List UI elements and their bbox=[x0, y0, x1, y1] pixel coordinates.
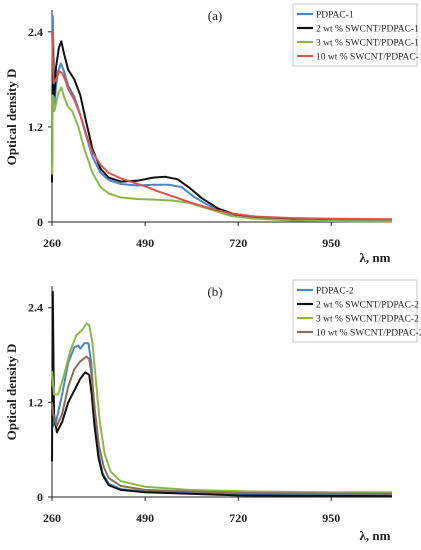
panel-b-y-tick-label: 1.2 bbox=[28, 395, 43, 409]
panel-a-x-axis-label: λ, nm bbox=[360, 250, 391, 265]
panel-a-legend-label-4: 10 wt % SWCNT/PDPAC-1 bbox=[316, 53, 421, 63]
panel-a-legend-label-2: 2 wt % SWCNT/PDPAC-1 bbox=[316, 25, 419, 35]
panel-b-series-line-3 bbox=[51, 322, 392, 494]
panel-b-x-tick-label: 950 bbox=[322, 511, 340, 525]
panel-a-series-line-3 bbox=[51, 86, 392, 223]
panel-a-y-axis-label: Optical density D bbox=[4, 69, 19, 166]
panel-a-y-tick-label: 0 bbox=[37, 215, 43, 229]
panel-b-y-tick-label: 2.4 bbox=[28, 301, 43, 315]
panel-a-legend-box bbox=[292, 3, 418, 67]
panel-b-series-line-4 bbox=[51, 355, 393, 495]
panel-a-series-line-4 bbox=[51, 31, 393, 221]
panel-b-y-axis-label: Optical density D bbox=[4, 344, 19, 441]
panel-b-legend-label-4: 10 wt % SWCNT/PDPAC-2 bbox=[316, 329, 421, 339]
panel-b-x-tick-label: 720 bbox=[229, 511, 247, 525]
panel-a-x-tick-label: 260 bbox=[43, 236, 61, 250]
panel-b-series-line-2 bbox=[51, 290, 393, 498]
panel-b-y-tick-label: 0 bbox=[37, 490, 43, 504]
panel-b-legend-box bbox=[292, 279, 418, 343]
panel-a-y-tick-label: 1.2 bbox=[28, 120, 43, 134]
panel-b-x-tick-label: 260 bbox=[43, 511, 61, 525]
panel-a-x-tick-label: 490 bbox=[136, 236, 154, 250]
panel-a-x-tick-label: 950 bbox=[322, 236, 340, 250]
panel-a-series-line-2 bbox=[51, 40, 392, 223]
panel-b-legend-label-3: 3 wt % SWCNT/PDPAC-2 bbox=[316, 315, 419, 325]
panel-a-y-tick-label: 2.4 bbox=[28, 25, 43, 39]
panel-b-legend-label-2: 2 wt % SWCNT/PDPAC-2 bbox=[316, 301, 419, 311]
panel-b-title: (b) bbox=[207, 284, 222, 299]
panel-a-title: (a) bbox=[208, 8, 222, 23]
panel-b-x-tick-label: 490 bbox=[136, 511, 154, 525]
panel-b-series-line-1 bbox=[51, 342, 392, 496]
panel-a-legend-label-1: PDPAC-1 bbox=[316, 11, 354, 21]
panel-a-x-tick-label: 720 bbox=[229, 236, 247, 250]
panel-b-x-axis-label: λ, nm bbox=[360, 528, 391, 543]
panel-a-legend-label-3: 3 wt % SWCNT/PDPAC-1 bbox=[316, 39, 419, 49]
panel-b-legend-label-1: PDPAC-2 bbox=[316, 287, 354, 297]
